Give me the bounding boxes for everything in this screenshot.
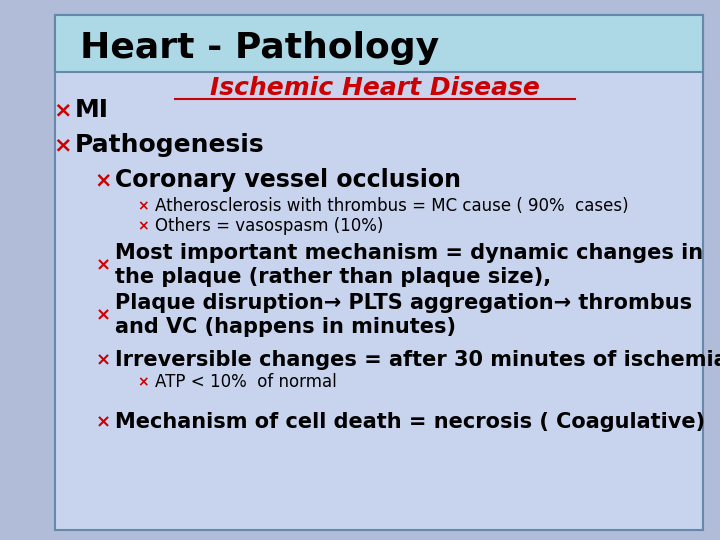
Text: ATP < 10%  of normal: ATP < 10% of normal: [155, 373, 337, 391]
Text: ×: ×: [96, 351, 111, 369]
Text: Mechanism of cell death = necrosis ( Coagulative): Mechanism of cell death = necrosis ( Coa…: [115, 412, 705, 432]
Text: ×: ×: [96, 306, 111, 324]
Text: Pathogenesis: Pathogenesis: [75, 133, 265, 157]
Text: ×: ×: [138, 375, 149, 389]
Text: Coronary vessel occlusion: Coronary vessel occlusion: [115, 168, 461, 192]
Text: ×: ×: [96, 256, 111, 274]
Text: Atherosclerosis with thrombus = MC cause ( 90%  cases): Atherosclerosis with thrombus = MC cause…: [155, 197, 629, 215]
Text: Plaque disruption→ PLTS aggregation→ thrombus
and VC (happens in minutes): Plaque disruption→ PLTS aggregation→ thr…: [115, 293, 692, 338]
Text: ×: ×: [54, 135, 72, 155]
Text: ×: ×: [96, 413, 111, 431]
FancyBboxPatch shape: [55, 15, 703, 72]
Text: ×: ×: [54, 100, 72, 120]
Text: Heart - Pathology: Heart - Pathology: [80, 31, 439, 65]
FancyBboxPatch shape: [55, 15, 703, 530]
Text: Others = vasospasm (10%): Others = vasospasm (10%): [155, 217, 383, 235]
Text: ×: ×: [94, 170, 112, 190]
Text: Ischemic Heart Disease: Ischemic Heart Disease: [210, 76, 540, 100]
Text: Irreversible changes = after 30 minutes of ischemia: Irreversible changes = after 30 minutes …: [115, 350, 720, 370]
Text: MI: MI: [75, 98, 109, 122]
Text: Most important mechanism = dynamic changes in
the plaque (rather than plaque siz: Most important mechanism = dynamic chang…: [115, 242, 703, 287]
Text: ×: ×: [138, 219, 149, 233]
Text: ×: ×: [138, 199, 149, 213]
